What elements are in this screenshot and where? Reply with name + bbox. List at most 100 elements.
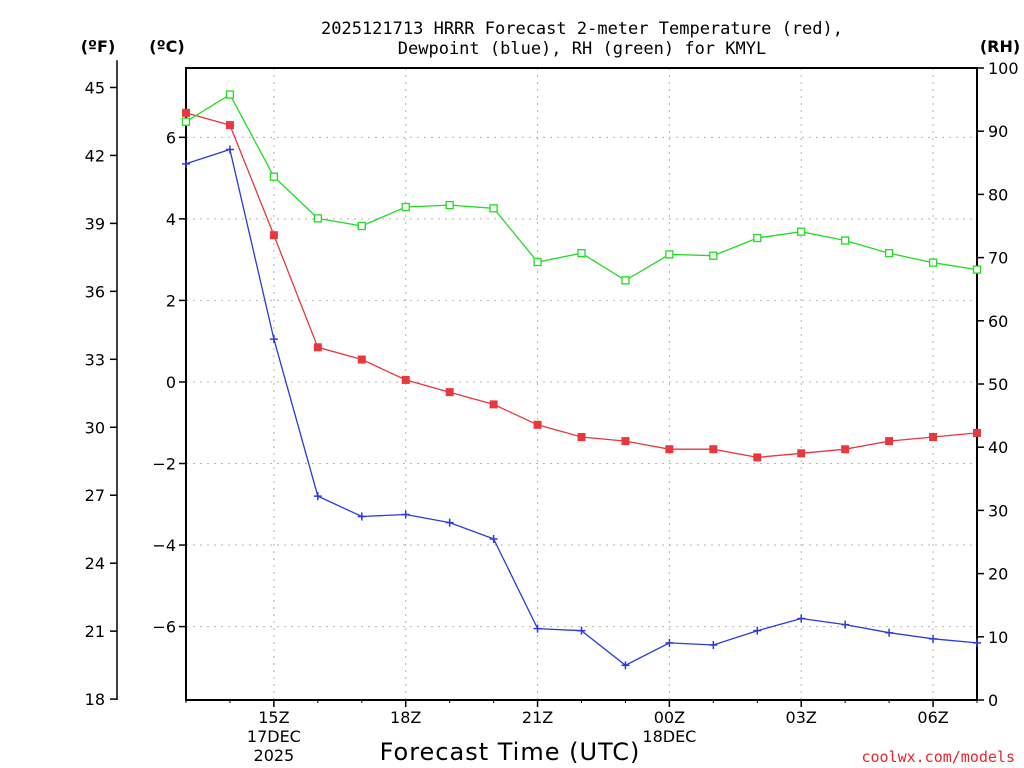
data-series bbox=[181, 90, 982, 670]
x-tick-label: 21Z bbox=[522, 708, 553, 727]
fahrenheit-tick-label: 30 bbox=[85, 418, 105, 437]
rh-point bbox=[797, 227, 806, 236]
rh-tick-label: 70 bbox=[988, 249, 1008, 268]
fahrenheit-tick-label: 39 bbox=[85, 214, 105, 233]
rh-point bbox=[972, 265, 982, 274]
fahrenheit-tick-label: 21 bbox=[85, 622, 105, 641]
temperature-point bbox=[489, 400, 498, 409]
rh-point bbox=[225, 90, 235, 99]
rh-point bbox=[357, 221, 366, 231]
temperature-point bbox=[225, 121, 234, 130]
rh-point bbox=[577, 249, 586, 258]
dewpoint-point bbox=[709, 640, 718, 649]
rh-point bbox=[181, 117, 191, 126]
temperature-point bbox=[445, 388, 454, 397]
x-tick-date-label: 17DEC bbox=[247, 727, 301, 746]
chart-title-line-1: 2025121713 HRRR Forecast 2-meter Tempera… bbox=[321, 19, 843, 39]
x-axis-label: Forecast Time (UTC) bbox=[380, 738, 641, 766]
rh-point bbox=[401, 202, 410, 212]
dewpoint-point bbox=[313, 492, 322, 501]
temperature-point bbox=[841, 445, 850, 454]
fahrenheit-tick-label: 45 bbox=[85, 78, 105, 97]
temperature-point bbox=[357, 355, 366, 364]
temperature-point bbox=[885, 437, 894, 446]
x-tick-date-label: 18DEC bbox=[642, 727, 696, 746]
fahrenheit-tick-label: 27 bbox=[85, 486, 105, 505]
fahrenheit-tick-label: 24 bbox=[85, 554, 105, 573]
rh-point bbox=[313, 214, 322, 223]
rh-tick-label: 0 bbox=[988, 691, 998, 710]
dewpoint-point bbox=[225, 145, 234, 154]
dewpoint-point bbox=[182, 159, 190, 168]
temperature-point bbox=[709, 445, 718, 454]
x-tick-label: 03Z bbox=[786, 708, 817, 727]
temperature-point bbox=[753, 453, 762, 462]
celsius-tick-label: −2 bbox=[152, 455, 176, 474]
dewpoint-line bbox=[185, 148, 978, 667]
temperature-point bbox=[621, 437, 630, 446]
dewpoint-point bbox=[841, 620, 850, 629]
rh-tick-label: 50 bbox=[988, 375, 1008, 394]
rh-point bbox=[753, 233, 762, 243]
temperature-point bbox=[577, 433, 586, 442]
dewpoint-point bbox=[401, 510, 410, 519]
dewpoint-point bbox=[445, 518, 454, 527]
rh-point bbox=[445, 200, 454, 210]
dewpoint-point bbox=[269, 335, 278, 344]
dewpoint-point bbox=[885, 628, 894, 637]
x-tick-label: 15Z bbox=[258, 708, 289, 727]
temperature-line bbox=[185, 112, 978, 459]
temperature-point bbox=[313, 343, 322, 352]
rh-point bbox=[665, 250, 674, 259]
rh-tick-label: 30 bbox=[988, 501, 1008, 520]
celsius-tick-label: 0 bbox=[166, 373, 176, 392]
rh-tick-label: 10 bbox=[988, 628, 1008, 647]
celsius-unit-label: (ºC) bbox=[149, 37, 184, 56]
rh-point bbox=[928, 258, 938, 267]
celsius-tick-label: 2 bbox=[166, 291, 176, 310]
rh-point bbox=[709, 251, 718, 260]
x-tick-date-label: 2025 bbox=[254, 746, 295, 765]
rh-unit-label: (RH) bbox=[980, 37, 1020, 56]
rh-point bbox=[269, 172, 279, 181]
gridlines bbox=[186, 68, 977, 700]
celsius-tick-label: 6 bbox=[166, 128, 176, 147]
rh-point bbox=[621, 276, 630, 285]
dewpoint-point bbox=[621, 661, 630, 670]
plot-frame bbox=[185, 67, 978, 701]
dewpoint-point bbox=[973, 638, 981, 647]
rh-tick-label: 90 bbox=[988, 122, 1008, 141]
fahrenheit-tick-label: 42 bbox=[85, 146, 105, 165]
dewpoint-point bbox=[797, 614, 806, 623]
fahrenheit-tick-label: 33 bbox=[85, 350, 105, 369]
dewpoint-point bbox=[753, 626, 762, 635]
dewpoint-point bbox=[577, 626, 586, 635]
rh-tick-label: 20 bbox=[988, 565, 1008, 584]
rh-tick-label: 60 bbox=[988, 312, 1008, 331]
dewpoint-point bbox=[665, 638, 674, 647]
fahrenheit-unit-label: (ºF) bbox=[81, 37, 116, 56]
rh-point bbox=[533, 257, 542, 267]
x-tick-label: 00Z bbox=[654, 708, 685, 727]
temperature-point bbox=[797, 449, 806, 458]
temperature-point bbox=[401, 375, 410, 384]
temperature-point bbox=[929, 433, 938, 442]
celsius-tick-label: −4 bbox=[152, 536, 176, 555]
chart-title-line-2: Dewpoint (blue), RH (green) for KMYL bbox=[398, 39, 766, 59]
dewpoint-point bbox=[489, 534, 498, 543]
celsius-tick-label: −6 bbox=[152, 618, 176, 637]
temperature-point bbox=[973, 428, 981, 437]
dewpoint-point bbox=[533, 624, 542, 633]
temperature-point bbox=[533, 420, 542, 429]
temperature-point bbox=[182, 108, 190, 117]
fahrenheit-tick-label: 18 bbox=[85, 690, 105, 709]
x-tick-label: 06Z bbox=[917, 708, 948, 727]
celsius-tick-label: 4 bbox=[166, 210, 176, 229]
credit-text: coolwx.com/models bbox=[861, 748, 1015, 766]
dewpoint-point bbox=[357, 512, 366, 521]
rh-point bbox=[489, 204, 498, 213]
rh-tick-label: 80 bbox=[988, 185, 1008, 204]
temperature-point bbox=[269, 231, 278, 240]
